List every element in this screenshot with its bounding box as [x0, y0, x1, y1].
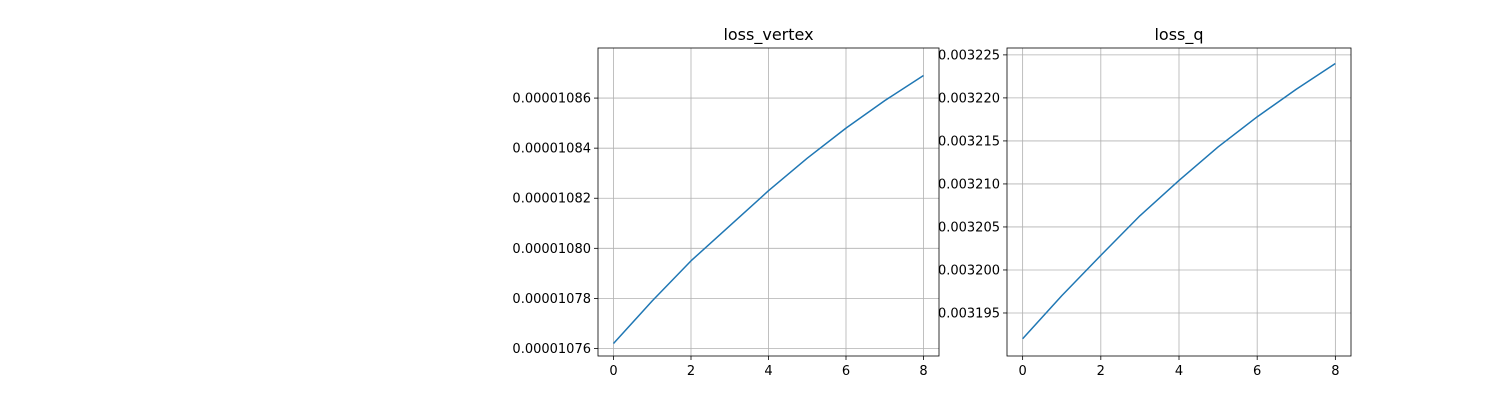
x-tick-label: 0 [1018, 364, 1026, 379]
y-tick-label: 0.00001076 [512, 342, 591, 357]
y-tick-label: 0.003210 [938, 177, 1000, 192]
y-tick-label: 0.00001084 [512, 142, 591, 157]
series-line [612, 74, 924, 344]
y-tick-label: 0.003215 [938, 134, 1000, 149]
y-tick-label: 0.003220 [938, 91, 1000, 106]
chart-title: loss_vertex [723, 25, 813, 45]
chart-loss-vertex: 0 2 4 6 8 0.00001076 0.00001078 0.00001080 0.000… [512, 25, 940, 379]
series-line [1022, 62, 1336, 340]
y-tick-label: 0.003225 [938, 48, 1000, 63]
x-tick-label: 2 [1097, 364, 1105, 379]
y-tick-label: 0.003205 [938, 220, 1000, 235]
x-tick-label: 4 [1175, 364, 1183, 379]
chart-title: loss_q [1154, 25, 1203, 45]
y-tick-label: 0.00001080 [512, 242, 591, 257]
x-tick-label: 0 [609, 364, 617, 379]
chart-loss-q: 0 2 4 6 8 0.003195 0.003200 0.003205 0.003210 0.0… [938, 25, 1352, 379]
y-tick-label: 0.00001078 [512, 292, 591, 307]
x-tick-label: 6 [842, 364, 850, 379]
y-tick-label: 0.00001086 [512, 92, 591, 107]
x-tick-label: 8 [919, 364, 927, 379]
x-tick-label: 2 [687, 364, 695, 379]
y-tick-label: 0.003195 [938, 306, 1000, 321]
y-tick-label: 0.00001082 [512, 192, 591, 207]
x-tick-label: 4 [764, 364, 772, 379]
x-tick-label: 8 [1331, 364, 1339, 379]
y-tick-label: 0.003200 [938, 263, 1000, 278]
x-tick-label: 6 [1253, 364, 1261, 379]
